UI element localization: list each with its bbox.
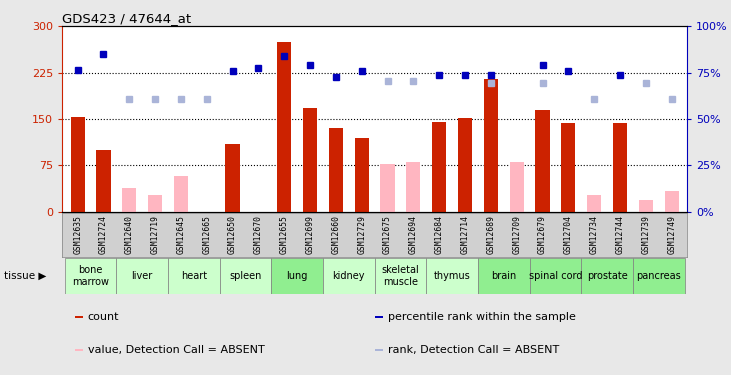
Text: prostate: prostate [587, 271, 627, 281]
Bar [581, 258, 633, 294]
Text: tissue ▶: tissue ▶ [4, 271, 46, 281]
Text: GSM12719: GSM12719 [151, 215, 159, 254]
Bar [168, 258, 220, 294]
Bar [75, 349, 83, 351]
Text: GSM12739: GSM12739 [641, 215, 651, 254]
Bar [122, 188, 137, 212]
Bar [535, 110, 550, 212]
Bar [116, 258, 168, 294]
Text: value, Detection Call = ABSENT: value, Detection Call = ABSENT [88, 345, 265, 355]
Bar [70, 117, 85, 212]
Bar [432, 122, 447, 212]
Bar [303, 108, 317, 212]
Text: GSM12670: GSM12670 [254, 215, 263, 254]
Text: percentile rank within the sample: percentile rank within the sample [387, 312, 575, 322]
Bar [355, 138, 369, 212]
Bar [277, 42, 292, 212]
Text: spleen: spleen [230, 271, 262, 281]
Bar [65, 258, 116, 294]
Bar [587, 195, 602, 212]
Bar [529, 258, 581, 294]
Bar [510, 162, 524, 212]
Bar [329, 128, 343, 212]
Text: thymus: thymus [433, 271, 471, 281]
Text: GSM12714: GSM12714 [461, 215, 469, 254]
Text: GDS423 / 47644_at: GDS423 / 47644_at [62, 12, 192, 25]
Text: GSM12734: GSM12734 [590, 215, 599, 254]
Bar [174, 176, 188, 212]
Text: brain: brain [491, 271, 516, 281]
Text: spinal cord: spinal cord [529, 271, 582, 281]
Bar [220, 258, 271, 294]
Bar [225, 144, 240, 212]
Bar [426, 258, 478, 294]
Bar [633, 258, 684, 294]
Bar [561, 123, 575, 212]
Text: GSM12650: GSM12650 [228, 215, 237, 254]
Bar [478, 258, 529, 294]
Bar [148, 195, 162, 212]
Text: skeletal
muscle: skeletal muscle [382, 265, 420, 287]
Text: GSM12709: GSM12709 [512, 215, 521, 254]
Bar [374, 349, 382, 351]
Text: GSM12689: GSM12689 [486, 215, 496, 254]
Text: GSM12729: GSM12729 [357, 215, 366, 254]
Text: kidney: kidney [333, 271, 365, 281]
Text: GSM12640: GSM12640 [125, 215, 134, 254]
Text: GSM12704: GSM12704 [564, 215, 573, 254]
Text: GSM12694: GSM12694 [409, 215, 418, 254]
Bar [374, 258, 426, 294]
Text: pancreas: pancreas [637, 271, 681, 281]
Bar [664, 192, 679, 212]
Text: GSM12724: GSM12724 [99, 215, 108, 254]
Bar [639, 200, 653, 212]
Text: GSM12645: GSM12645 [176, 215, 186, 254]
Text: GSM12660: GSM12660 [331, 215, 341, 254]
Bar [458, 118, 472, 212]
Text: GSM12635: GSM12635 [73, 215, 82, 254]
Bar [374, 316, 382, 318]
Text: GSM12679: GSM12679 [538, 215, 547, 254]
Text: GSM12699: GSM12699 [306, 215, 314, 254]
Text: rank, Detection Call = ABSENT: rank, Detection Call = ABSENT [387, 345, 558, 355]
Text: bone
marrow: bone marrow [72, 265, 109, 287]
Bar [323, 258, 374, 294]
Text: GSM12665: GSM12665 [202, 215, 211, 254]
Bar [96, 150, 110, 212]
Text: heart: heart [181, 271, 207, 281]
Text: GSM12744: GSM12744 [616, 215, 624, 254]
Bar [75, 316, 83, 318]
Bar [271, 258, 323, 294]
Text: GSM12684: GSM12684 [435, 215, 444, 254]
Text: count: count [88, 312, 119, 322]
Text: liver: liver [132, 271, 153, 281]
Bar [380, 164, 395, 212]
Text: lung: lung [287, 271, 308, 281]
Bar [484, 79, 498, 212]
Text: GSM12675: GSM12675 [383, 215, 392, 254]
Bar [613, 123, 627, 212]
Text: GSM12655: GSM12655 [280, 215, 289, 254]
Bar [406, 162, 420, 212]
Text: GSM12749: GSM12749 [667, 215, 676, 254]
